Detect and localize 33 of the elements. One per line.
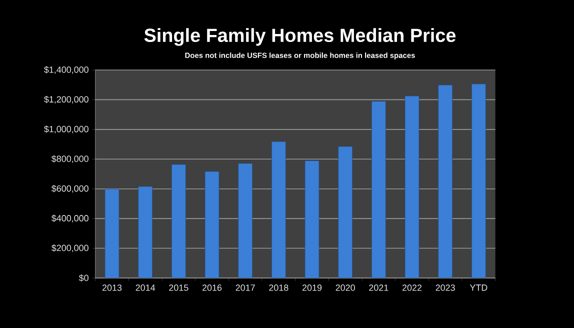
y-tick-label: $400,000: [52, 214, 88, 222]
bar: [138, 186, 153, 278]
bar: [171, 164, 186, 278]
x-tick-label: 2018: [269, 284, 288, 291]
x-tick-label: 2014: [136, 284, 156, 291]
x-tick-label: 2017: [236, 284, 255, 291]
bar: [304, 160, 320, 278]
x-tick-label: YTD: [470, 284, 488, 291]
bar: [371, 101, 386, 278]
x-tick-label: 2013: [102, 284, 122, 291]
bar: [404, 96, 420, 278]
x-tick-label: 2023: [436, 284, 455, 291]
chart-title: Single Family Homes Median Price: [144, 28, 456, 46]
y-tick-label: $800,000: [52, 155, 88, 164]
y-tick-label: $1,200,000: [44, 96, 88, 104]
x-tick-label: 2021: [369, 284, 388, 291]
y-tick-label: $200,000: [52, 244, 88, 252]
y-tick-label: $1,000,000: [44, 126, 88, 134]
y-tick-label: $600,000: [52, 184, 88, 193]
bar: [204, 171, 220, 278]
x-tick-label: 2016: [202, 284, 222, 291]
bar: [471, 84, 486, 278]
x-tick-label: 2022: [402, 284, 422, 291]
bar: [271, 141, 286, 278]
bar: [338, 146, 353, 278]
x-tick-label: 2019: [302, 284, 322, 291]
y-tick-label: $1,400,000: [44, 66, 88, 74]
y-tick-label: $0: [78, 274, 88, 282]
x-tick-label: 2020: [336, 284, 355, 291]
bar: [104, 188, 120, 278]
bar: [238, 163, 253, 278]
x-tick-label: 2015: [169, 284, 188, 291]
bar: [438, 84, 453, 278]
